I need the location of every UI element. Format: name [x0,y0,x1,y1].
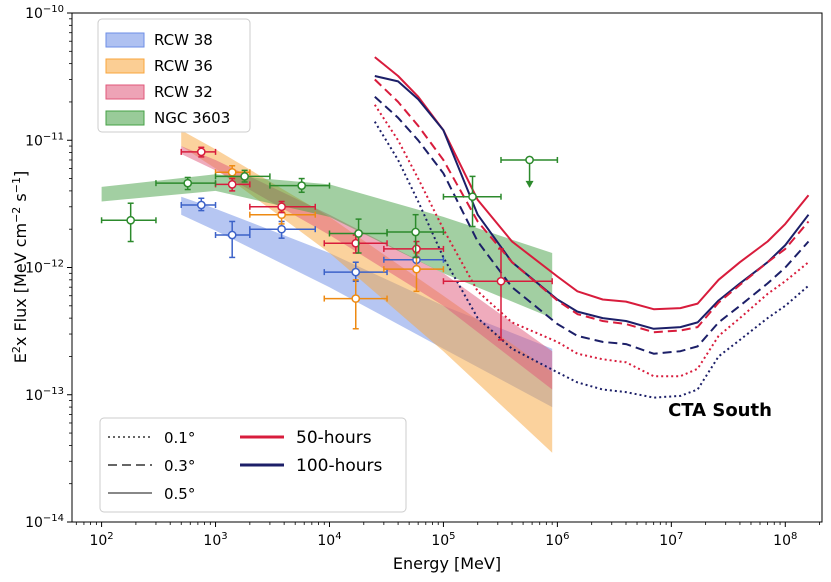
point-marker [240,172,249,181]
point-marker [468,192,477,202]
band-ngc-3603 [101,174,553,319]
legend-label: RCW 32 [154,83,213,101]
legend-swatch [105,84,145,100]
upper-limit-arrow [525,180,534,188]
legend-label: RCW 36 [154,57,213,75]
legend-swatch [105,110,145,126]
legend-entry-rcw-36: RCW 36 [105,57,213,75]
point-rcw-32-4 [383,240,445,259]
y-tick-label: 10−12 [25,259,64,277]
source-bands [101,130,553,453]
legend-entry-0-5-: 0.5° [108,485,195,503]
x-tick-label: 108 [773,531,797,549]
point-marker [196,147,206,157]
curve-100-hours-0-1- [373,121,810,399]
legend-swatch [105,58,145,74]
legend-entry-ngc-3603: NGC 3603 [105,109,230,127]
legend-label: 0.1° [164,429,195,447]
point-ngc-3603-2 [214,169,271,183]
point-marker [227,230,237,240]
point-ngc-3603-7 [500,155,559,188]
curve-100-hours-0-5- [374,75,810,330]
legend-entry-100-hours: 100-hours [240,456,383,476]
point-ngc-3603-0 [100,202,157,243]
legend-label: 100-hours [296,456,383,476]
point-rcw-38-3 [323,261,388,282]
legend-sources: RCW 38 RCW 36 RCW 32 NGC 3603 [97,18,251,133]
x-tick-label: 104 [317,531,341,549]
y-tick-label: 10−14 [25,513,64,531]
x-axis-label: Energy [MeV] [393,554,501,573]
y-tick-label: 10−10 [25,4,64,22]
legend-entry-0-1-: 0.1° [108,429,195,447]
point-rcw-32-5 [442,248,553,341]
point-marker [412,244,421,254]
legend-entry-0-3-: 0.3° [108,457,195,475]
legend-entry-rcw-32: RCW 32 [105,83,213,101]
y-axis-label: E2x Flux [MeV cm−2 s−1] [10,171,30,363]
x-tick-label: 107 [659,531,683,549]
data-points [100,146,559,341]
point-marker [277,202,286,212]
point-rcw-38-1 [214,220,251,259]
legend-styles: 0.1° 0.3° 0.5° 50-hours 100-hours [99,417,407,513]
x-axis-ticks: 102 103 104 105 106 107 108 [75,522,820,549]
point-marker [496,276,506,286]
point-marker [227,180,237,189]
point-marker [411,227,420,237]
y-axis-ticks: 10−14 10−13 10−12 10−11 10−10 [25,4,72,531]
point-marker [351,238,361,248]
x-tick-label: 106 [545,531,569,549]
point-rcw-38-0 [180,197,217,212]
cta-south-annotation: CTA South [668,400,772,421]
x-tick-label: 102 [89,531,113,549]
x-tick-label: 105 [431,531,455,549]
point-ngc-3603-6 [442,175,502,228]
legend-label: RCW 38 [154,31,213,49]
point-marker [297,181,307,190]
point-marker [183,178,193,188]
legend-label: 0.5° [164,485,195,503]
curve-100-hours-0-3- [374,95,810,355]
point-ngc-3603-5 [386,213,445,259]
y-tick-label: 10−11 [25,131,64,149]
sensitivity-curves [373,56,810,399]
legend-entry-50-hours: 50-hours [240,428,372,448]
point-ngc-3603-4 [328,218,388,254]
x-tick-label: 103 [203,531,227,549]
point-rcw-32-0 [180,146,217,158]
point-marker [412,264,421,274]
point-marker [351,267,361,277]
point-marker [351,294,361,303]
point-rcw-36-1 [249,206,316,225]
legend-swatch [105,32,145,48]
legend-label: NGC 3603 [154,109,230,127]
point-marker [227,167,237,177]
point-ngc-3603-3 [269,177,331,194]
y-tick-label: 10−13 [25,386,64,404]
legend-label: 0.3° [164,457,195,475]
point-marker [126,215,136,225]
curve-50-hours-0-1- [373,104,810,378]
point-marker [354,229,363,238]
legend-entry-rcw-38: RCW 38 [105,31,213,49]
point-rcw-36-2 [323,279,388,330]
point-marker [196,200,206,210]
point-ngc-3603-1 [155,176,217,191]
point-marker [525,155,534,165]
legend-label: 50-hours [296,428,372,448]
point-marker [277,224,286,234]
curve-50-hours-0-3- [374,78,810,334]
band-rcw-36 [181,130,553,453]
point-rcw-32-2 [249,200,316,214]
band-rcw-32 [181,146,553,390]
